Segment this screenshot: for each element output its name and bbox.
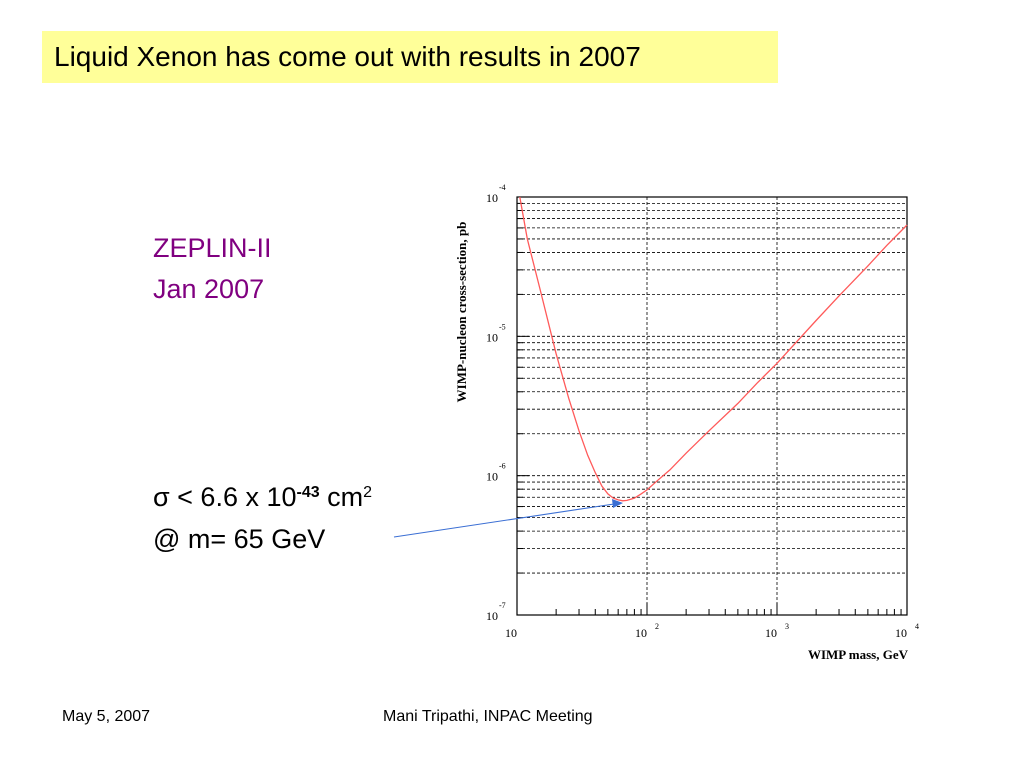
x-tick-exponent: 2 [655, 622, 659, 631]
cross-section-limit: σ < 6.6 x 10-43 cm2 [153, 476, 372, 518]
y-tick-exponent: -6 [499, 462, 506, 471]
y-tick-label: 10 [486, 470, 498, 484]
chart-grid [517, 197, 907, 616]
chart-tick-labels: 10 10 2 10 3 10 410-410-510-610-7 [486, 183, 919, 640]
detector-name: ZEPLIN-II [153, 233, 272, 263]
footer-date: May 5, 2007 [62, 708, 151, 725]
result-annotation: σ < 6.6 x 10-43 cm2 @ m= 65 GeV [153, 476, 372, 560]
limit-mass: @ m= 65 GeV [153, 524, 326, 554]
x-tick-label: 10 [505, 626, 517, 640]
slide-title: Liquid Xenon has come out with results i… [42, 31, 778, 83]
annotation-arrow [393, 503, 615, 538]
annotation-arrow-head [612, 499, 623, 508]
y-tick-label: 10 [486, 191, 498, 205]
plot-frame [516, 196, 908, 616]
y-tick-label: 10 [486, 609, 498, 623]
x-tick-label: 10 [635, 626, 647, 640]
chart-axes [516, 196, 908, 616]
limit-prefix: σ < 6.6 x 10 [153, 482, 297, 512]
limit-exponent: -43 [296, 484, 320, 501]
x-tick-exponent: 4 [915, 622, 919, 631]
y-axis-title: WIMP-nucleon cross-section, pb [454, 222, 469, 403]
detector-date: Jan 2007 [153, 274, 265, 304]
limit-unit: cm [319, 482, 364, 512]
y-tick-exponent: -4 [499, 183, 506, 192]
y-tick-label: 10 [486, 330, 498, 344]
footer-center: Mani Tripathi, INPAC Meeting [383, 708, 593, 725]
x-tick-label: 10 [895, 626, 907, 640]
limit-unit-exponent: 2 [363, 484, 373, 501]
exclusion-curve [519, 196, 908, 502]
y-tick-exponent: -7 [499, 601, 506, 610]
x-tick-exponent: 3 [785, 622, 789, 631]
detector-label: ZEPLIN-II Jan 2007 [153, 228, 272, 310]
x-tick-label: 10 [765, 626, 777, 640]
y-tick-exponent: -5 [499, 322, 506, 331]
x-axis-title: WIMP mass, GeV [808, 647, 909, 662]
